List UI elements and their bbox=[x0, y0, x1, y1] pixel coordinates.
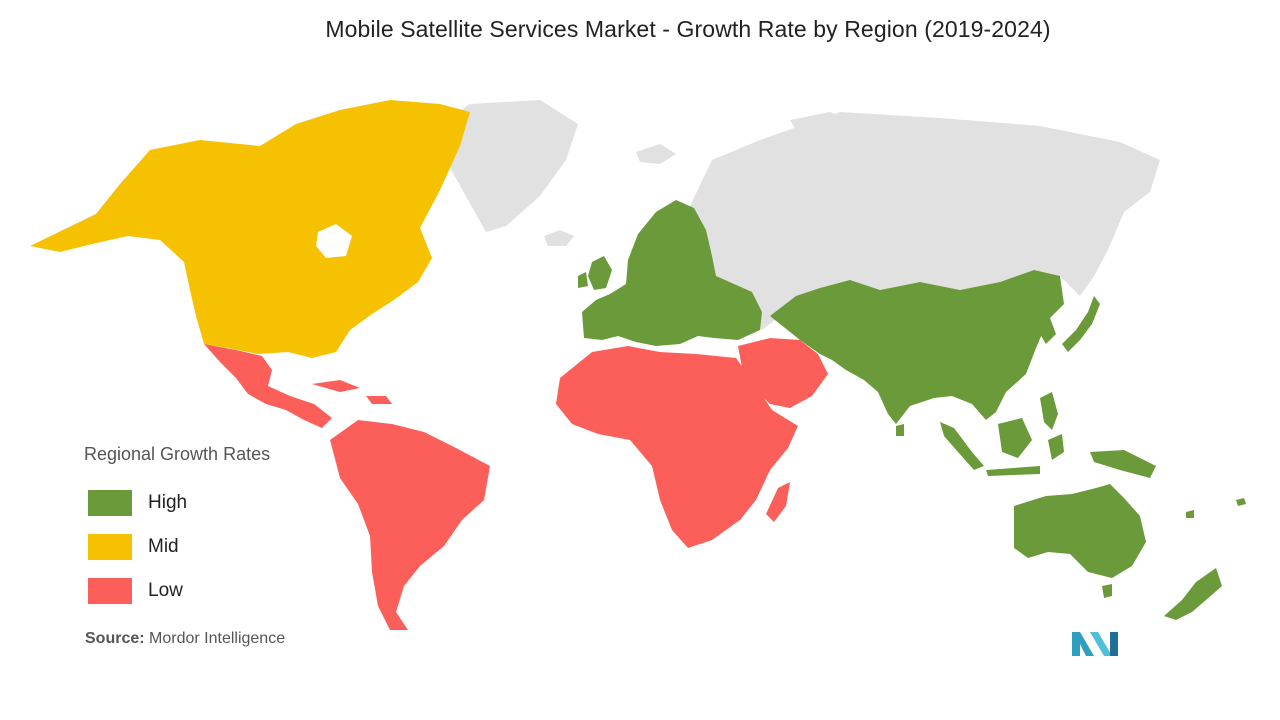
region-north-america bbox=[30, 100, 470, 358]
region-pacific-islands bbox=[1236, 498, 1246, 506]
source-text: Mordor Intelligence bbox=[149, 630, 286, 647]
region-greenland bbox=[430, 100, 578, 232]
region-java bbox=[986, 466, 1040, 476]
legend-swatch-high bbox=[88, 490, 132, 516]
legend-label-mid: Mid bbox=[148, 536, 179, 557]
region-philippines bbox=[1040, 392, 1058, 430]
region-sulawesi bbox=[1048, 434, 1064, 460]
region-asia bbox=[770, 270, 1064, 424]
legend-label-low: Low bbox=[148, 580, 183, 601]
region-japan bbox=[1062, 296, 1100, 352]
region-new-guinea bbox=[1090, 450, 1156, 478]
chart-title: Mobile Satellite Services Market - Growt… bbox=[325, 16, 1051, 42]
region-arctic-islands bbox=[790, 112, 850, 132]
region-russia bbox=[690, 112, 1160, 330]
region-korea bbox=[1040, 318, 1056, 344]
region-uk bbox=[588, 256, 612, 290]
region-south-america bbox=[330, 420, 490, 630]
region-central-america bbox=[204, 344, 332, 428]
region-australia bbox=[1014, 484, 1146, 578]
mordor-intelligence-logo-icon bbox=[1072, 632, 1118, 656]
region-ireland bbox=[578, 272, 588, 288]
region-europe bbox=[582, 200, 762, 346]
region-africa bbox=[556, 346, 798, 548]
region-pacific-islands bbox=[1186, 510, 1194, 518]
region-arctic-islands bbox=[636, 144, 676, 164]
region-sumatra bbox=[940, 422, 984, 470]
legend-label-high: High bbox=[148, 492, 188, 513]
region-madagascar bbox=[766, 482, 790, 522]
region-caribbean bbox=[366, 396, 392, 404]
region-borneo bbox=[998, 418, 1032, 458]
legend-swatch-low bbox=[88, 578, 132, 604]
legend-title: Regional Growth Rates bbox=[84, 444, 271, 464]
region-middle-east bbox=[738, 338, 828, 408]
source-prefix: Source: bbox=[85, 630, 145, 647]
region-tasmania bbox=[1102, 584, 1112, 598]
legend-swatch-mid bbox=[88, 534, 132, 560]
source-note: Source: Mordor Intelligence bbox=[85, 630, 285, 648]
region-sri-lanka bbox=[896, 424, 904, 436]
region-iceland bbox=[544, 230, 574, 246]
region-new-zealand bbox=[1164, 568, 1222, 620]
region-caribbean bbox=[312, 380, 360, 392]
region-hudson-bay bbox=[316, 224, 352, 258]
